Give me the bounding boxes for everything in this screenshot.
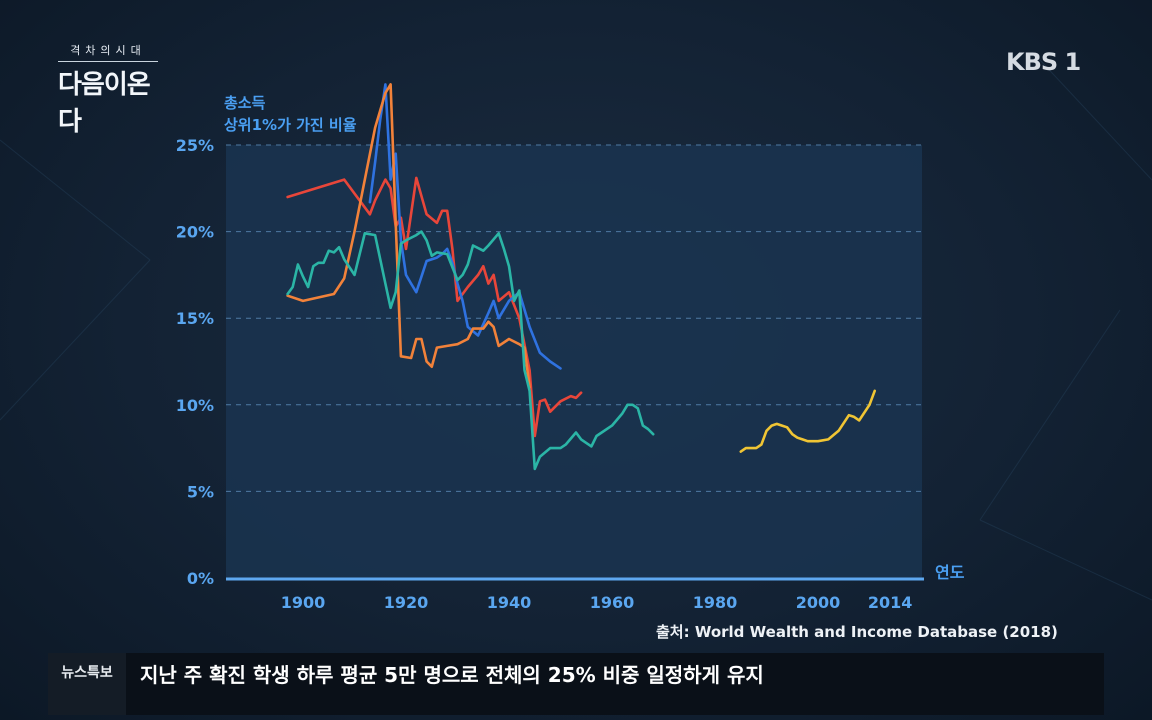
series-line <box>286 83 531 389</box>
show-logo: 격차의시대 다음이온다 <box>58 42 170 138</box>
y-tick-label: 5% <box>187 482 214 501</box>
x-tick-label: 2000 <box>796 593 841 612</box>
series-line <box>286 176 583 438</box>
x-tick-label: 1980 <box>693 593 738 612</box>
x-tick-label: 1920 <box>384 593 429 612</box>
series-group <box>286 83 877 471</box>
y-axis-title-line-1: 총소득 <box>224 94 266 112</box>
series-line <box>286 230 655 471</box>
broadcaster-logo: KBS 1 <box>1006 48 1081 76</box>
y-tick-label: 15% <box>176 309 214 328</box>
show-small-title: 격차의시대 <box>70 44 146 57</box>
x-tick-label: 1900 <box>281 593 326 612</box>
y-axis-title-line-2: 상위1%가 가진 비율 <box>224 116 357 134</box>
y-tick-label: 25% <box>176 136 214 155</box>
ticker-text: 지난 주 확진 학생 하루 평균 5만 명으로 전체의 25% 비중 일정하게 … <box>140 663 764 687</box>
x-tick-label: 1960 <box>590 593 635 612</box>
series-line <box>739 389 877 453</box>
ticker-label: 뉴스특보 <box>48 653 126 715</box>
x-tick-label: 1940 <box>487 593 532 612</box>
show-big-title: 다음이온다 <box>58 70 151 137</box>
y-tick-label: 10% <box>176 396 214 415</box>
y-tick-label: 20% <box>176 223 214 242</box>
plot-area <box>226 145 922 578</box>
source-caption: 출처: World Wealth and Income Database (20… <box>656 623 1058 641</box>
gridlines <box>226 144 922 492</box>
x-axis-label: 연도 <box>935 563 965 582</box>
y-tick-label: 0% <box>187 569 214 588</box>
show-logo-divider <box>58 61 158 62</box>
x-axis-ticks: 1900 1920 1940 1960 1980 2000 2014 <box>281 593 913 612</box>
y-axis-title: 총소득 상위1%가 가진 비율 <box>224 92 357 136</box>
y-axis-ticks: 0% 5% 10% 15% 20% 25% <box>176 136 214 588</box>
x-tick-label: 2014 <box>868 593 913 612</box>
background-network <box>0 59 1152 601</box>
news-ticker: 뉴스특보 지난 주 확진 학생 하루 평균 5만 명으로 전체의 25% 비중 … <box>48 653 1104 715</box>
